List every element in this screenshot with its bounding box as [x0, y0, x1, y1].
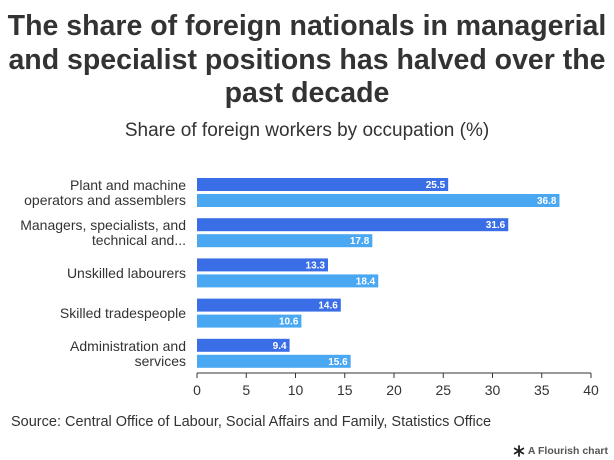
data-label: 13.3: [306, 260, 326, 271]
x-tick-label: 35: [534, 382, 550, 398]
source-note: Source: Central Office of Labour, Social…: [11, 414, 492, 430]
x-tick-label: 10: [288, 382, 304, 398]
category-label: Managers, specialists, and technical and.…: [20, 217, 186, 248]
x-tick-label: 25: [435, 382, 451, 398]
category-label-line: operators and assemblers: [24, 192, 186, 208]
category-label-line: Administration and: [70, 338, 186, 354]
credit-label: A Flourish chart: [527, 445, 608, 457]
flourish-credit[interactable]: A Flourish chart: [513, 445, 608, 457]
category-label: Plant and machine operators and assembler…: [24, 177, 186, 208]
chart-title: The share of foreign nationals in manage…: [7, 10, 607, 109]
bar: [197, 274, 379, 288]
data-label: 14.6: [318, 301, 338, 312]
category-label: Skilled tradespeople: [60, 305, 186, 321]
data-label: 36.8: [537, 196, 557, 207]
bar: [197, 258, 329, 272]
bar: [197, 298, 341, 312]
chart-subtitle: Share of foreign workers by occupation (…: [124, 120, 490, 141]
category-label: Unskilled labourers: [67, 265, 186, 281]
x-tick-label: 5: [242, 382, 250, 398]
data-label: 18.4: [356, 276, 376, 287]
x-tick-label: 40: [583, 382, 599, 398]
data-label: 10.6: [279, 317, 299, 328]
bar: [197, 314, 302, 328]
x-tick-label: 20: [386, 382, 402, 398]
x-tick-label: 15: [337, 382, 353, 398]
category-label-line: Skilled tradespeople: [60, 305, 186, 321]
flourish-asterisk-icon: [513, 445, 525, 457]
bar: [197, 218, 509, 232]
data-label: 31.6: [486, 220, 506, 231]
bar: [197, 194, 560, 207]
category-label-line: services: [135, 353, 186, 369]
bar: [197, 338, 290, 352]
x-tick-label: 30: [485, 382, 501, 398]
data-label: 17.8: [350, 236, 370, 247]
x-tick-label: 0: [193, 382, 201, 398]
bar: [197, 178, 449, 191]
bar-chart: Plant and machine operators and assembler…: [20, 177, 599, 398]
data-label: 9.4: [273, 341, 287, 352]
bar: [197, 234, 373, 248]
category-label-line: technical and...: [92, 232, 186, 248]
data-label: 25.5: [426, 180, 446, 191]
category-label-line: Managers, specialists, and: [20, 217, 186, 233]
bar: [197, 354, 351, 368]
data-label: 15.6: [328, 357, 348, 368]
category-label: Administration and services: [70, 338, 186, 369]
category-label-line: Plant and machine: [70, 177, 186, 193]
category-label-line: Unskilled labourers: [67, 265, 186, 281]
